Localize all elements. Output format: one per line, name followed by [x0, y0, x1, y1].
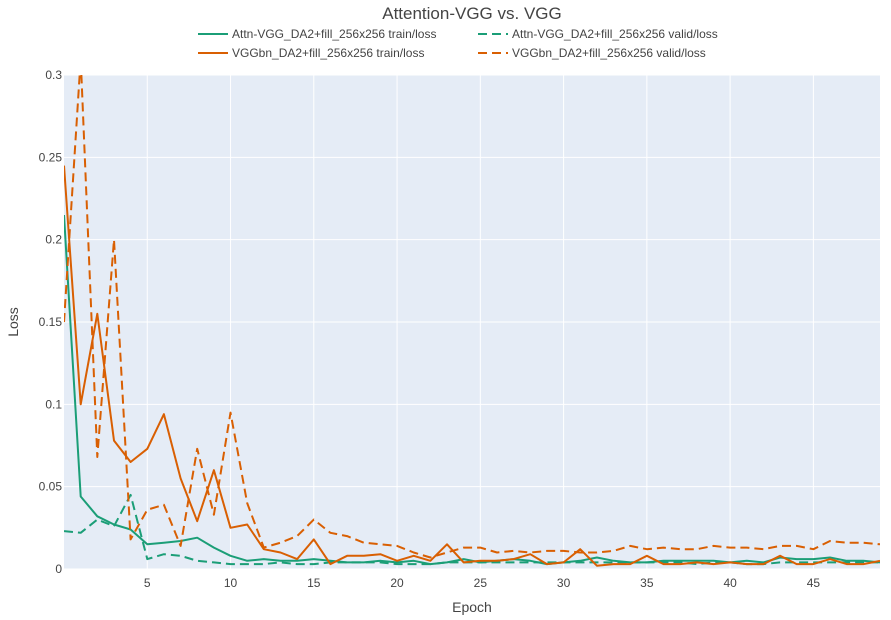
legend-label-attn-train: Attn-VGG_DA2+fill_256x256 train/loss — [232, 27, 436, 41]
y-tick-label: 0.2 — [45, 233, 62, 247]
x-tick-label: 45 — [807, 576, 821, 590]
series-line-3 — [64, 75, 880, 559]
x-tick-labels: 5 10 15 20 25 30 35 40 45 — [144, 576, 820, 590]
x-tick-label: 35 — [640, 576, 654, 590]
y-tick-label: 0.05 — [39, 480, 63, 494]
legend-label-vgg-valid: VGGbn_DA2+fill_256x256 valid/loss — [512, 46, 706, 60]
y-tick-labels: 0 0.05 0.1 0.15 0.2 0.25 0.3 — [39, 68, 63, 576]
legend-item-vgg-valid[interactable]: VGGbn_DA2+fill_256x256 valid/loss — [478, 46, 706, 60]
legend-label-vgg-train: VGGbn_DA2+fill_256x256 train/loss — [232, 46, 424, 60]
y-tick-label: 0.15 — [39, 315, 63, 329]
y-tick-label: 0.25 — [39, 150, 63, 164]
x-tick-label: 10 — [224, 576, 238, 590]
legend-item-vgg-train[interactable]: VGGbn_DA2+fill_256x256 train/loss — [198, 46, 424, 60]
series-line-2 — [64, 165, 880, 567]
x-tick-label: 5 — [144, 576, 151, 590]
series-lines — [64, 75, 880, 567]
x-tick-label: 40 — [723, 576, 737, 590]
chart-title: Attention-VGG vs. VGG — [382, 4, 562, 23]
legend[interactable]: Attn-VGG_DA2+fill_256x256 train/loss Att… — [198, 27, 718, 60]
y-tick-label: 0.3 — [45, 68, 62, 82]
gridlines — [64, 74, 880, 570]
x-tick-label: 20 — [390, 576, 404, 590]
legend-label-attn-valid: Attn-VGG_DA2+fill_256x256 valid/loss — [512, 27, 718, 41]
x-axis-title: Epoch — [452, 599, 492, 615]
y-tick-label: 0.1 — [45, 397, 62, 411]
y-axis-title: Loss — [5, 307, 21, 337]
x-tick-label: 15 — [307, 576, 321, 590]
x-tick-label: 25 — [474, 576, 488, 590]
legend-item-attn-train[interactable]: Attn-VGG_DA2+fill_256x256 train/loss — [198, 27, 436, 41]
x-tick-label: 30 — [557, 576, 571, 590]
y-tick-label: 0 — [55, 562, 62, 576]
legend-item-attn-valid[interactable]: Attn-VGG_DA2+fill_256x256 valid/loss — [478, 27, 718, 41]
